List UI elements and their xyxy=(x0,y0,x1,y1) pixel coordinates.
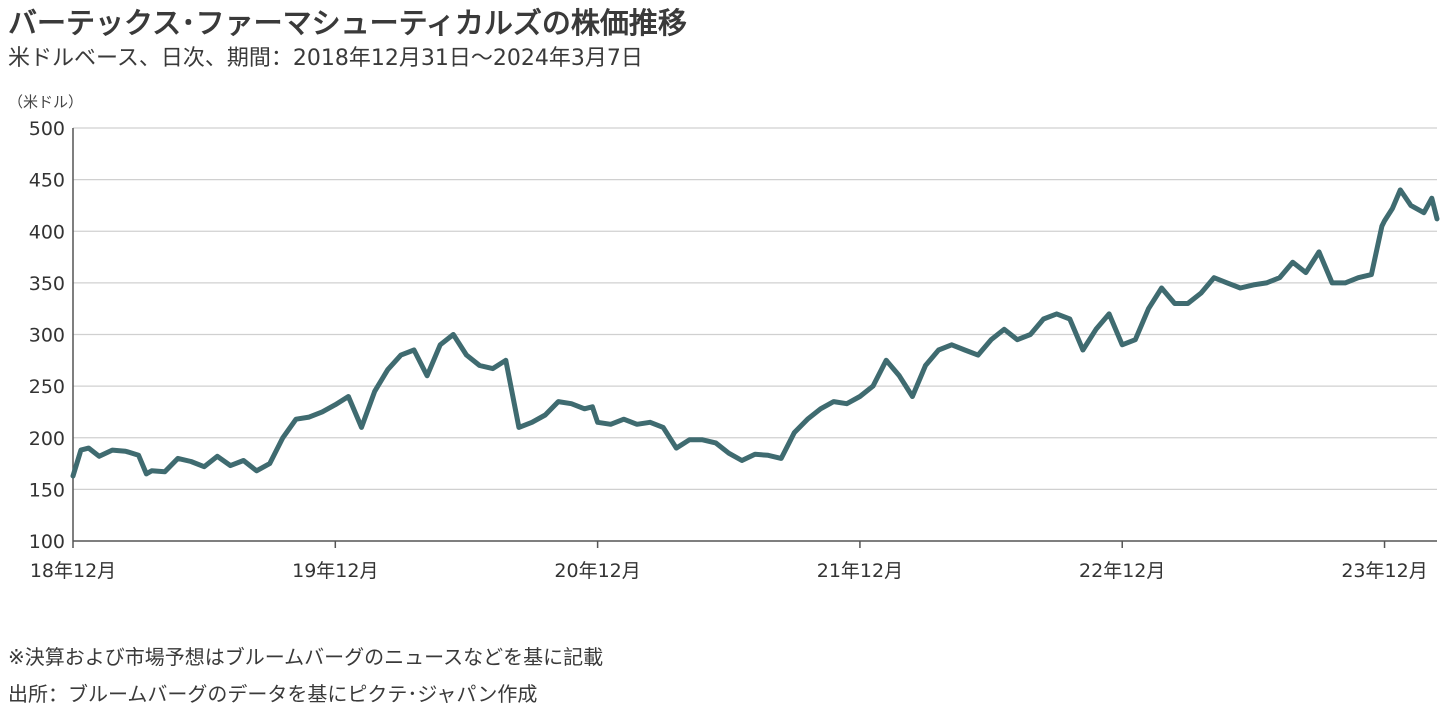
series-layer xyxy=(70,187,1440,479)
x-tick-label: 19年12月 xyxy=(292,560,378,582)
y-tick-label: 400 xyxy=(29,221,65,243)
y-axis-unit-label: （米ドル） xyxy=(8,93,84,111)
x-tick-label: 23年12月 xyxy=(1341,560,1427,582)
chart-subtitle: 米ドルベース、日次、期間：2018年12月31日～2024年3月7日 xyxy=(8,46,643,71)
chart-title: バーテックス･ファーマシューティカルズの株価推移 xyxy=(8,6,687,40)
y-tick-label: 300 xyxy=(29,325,65,347)
x-tick-label: 21年12月 xyxy=(817,560,903,582)
y-tick-label: 500 xyxy=(29,118,65,140)
y-tick-label: 250 xyxy=(29,376,65,398)
price-line-series xyxy=(70,187,1440,479)
y-tick-label: 200 xyxy=(29,428,65,450)
y-tick-label: 150 xyxy=(29,479,65,501)
x-tick-label: 20年12月 xyxy=(554,560,640,582)
footnote: ※決算および市場予想はブルームバーグのニュースなどを基に記載 xyxy=(8,645,604,669)
x-tick-label: 22年12月 xyxy=(1079,560,1165,582)
x-tick-labels: 18年12月 19年12月 20年12月 21年12月 22年12月 23年12月 xyxy=(30,560,1428,582)
y-tick-label: 350 xyxy=(29,273,65,295)
y-tick-label: 450 xyxy=(29,170,65,192)
x-tick-label: 18年12月 xyxy=(30,560,116,582)
grid-lines xyxy=(73,127,1437,490)
y-tick-label: 100 xyxy=(29,531,65,553)
y-tick-labels: 100 150 200 250 300 350 400 450 500 xyxy=(29,118,65,553)
source-note: 出所：ブルームバーグのデータを基にピクテ･ジャパン作成 xyxy=(8,682,538,706)
axes xyxy=(72,128,1437,548)
